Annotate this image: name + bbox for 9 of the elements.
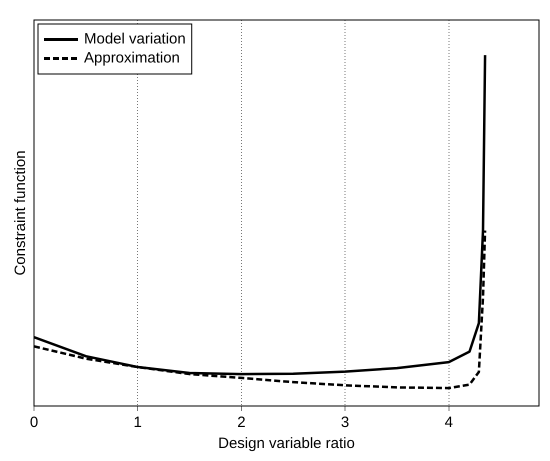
x-tick-label: 1 [134,414,142,432]
x-tick-label: 0 [30,414,38,432]
legend-label: Approximation [84,50,180,67]
y-axis-title: Constraint function [12,150,30,276]
x-axis-title: Design variable ratio [218,435,355,452]
legend-label: Model variation [84,30,186,48]
x-tick-label: 2 [237,414,246,432]
x-tick-label: 3 [340,414,350,432]
x-tick-label: 4 [444,414,453,432]
